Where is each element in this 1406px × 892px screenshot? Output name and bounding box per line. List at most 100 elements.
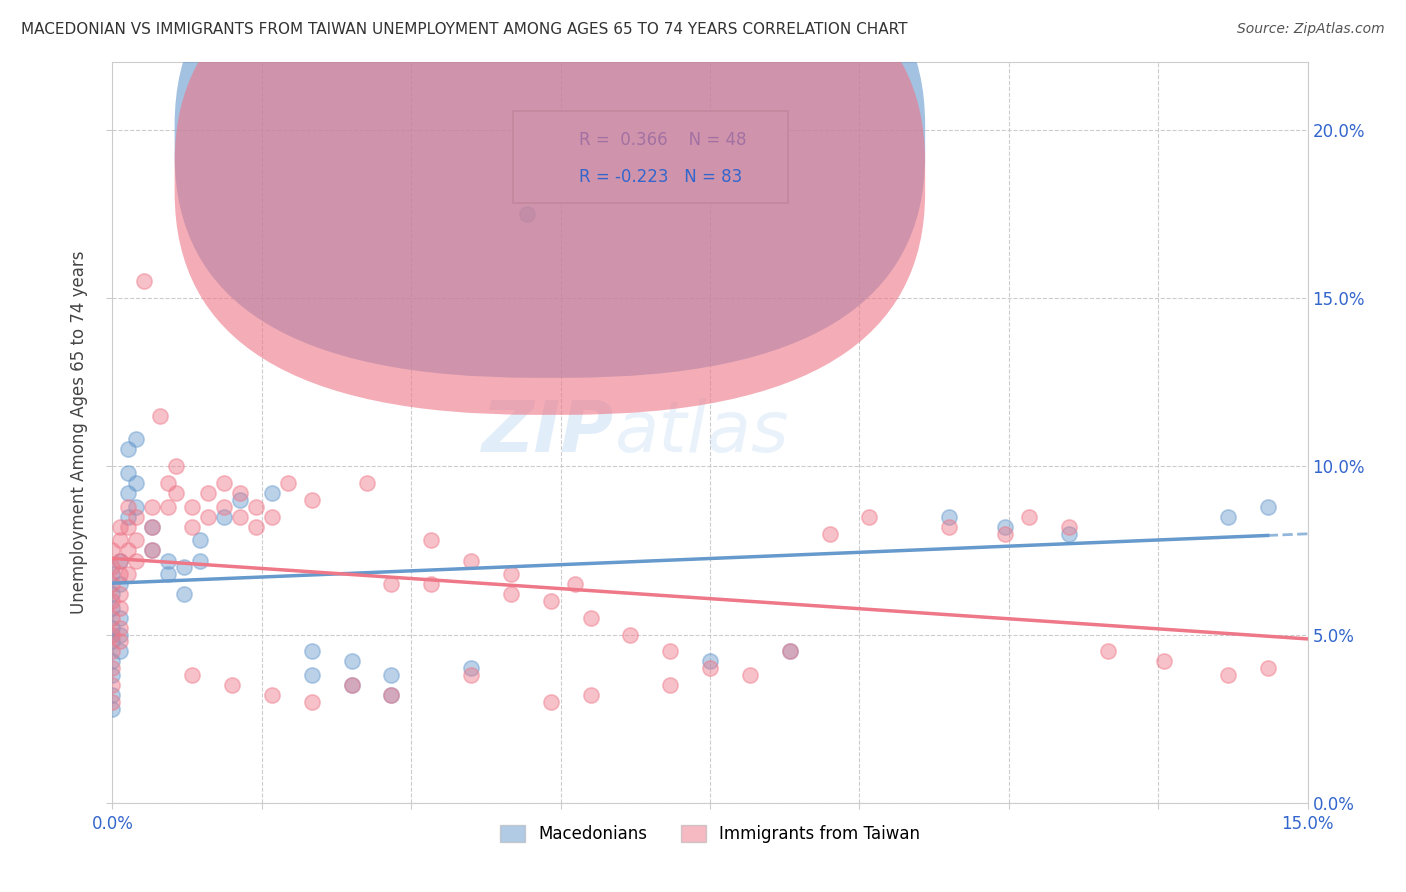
Point [619,627,641,641]
Point [1257,661,1279,675]
Point [125,533,148,548]
Point [101,678,124,692]
Point [779,644,801,658]
Point [356,476,378,491]
Point [117,442,139,457]
Point [1216,668,1239,682]
Y-axis label: Unemployment Among Ages 65 to 74 years: Unemployment Among Ages 65 to 74 years [70,251,89,615]
Point [157,476,180,491]
Text: R = -0.223   N = 83: R = -0.223 N = 83 [579,169,742,186]
Point [460,661,482,675]
Point [994,520,1017,534]
Point [165,459,187,474]
Point [245,500,267,514]
Point [165,486,187,500]
Point [141,500,163,514]
Point [110,587,132,601]
Point [1216,509,1239,524]
Point [101,587,124,601]
Point [141,543,163,558]
Point [157,500,180,514]
Point [188,533,211,548]
Point [125,500,148,514]
Point [229,492,252,507]
Text: atlas: atlas [614,398,789,467]
Point [818,526,841,541]
Point [1257,500,1279,514]
Point [499,587,522,601]
Point [125,509,148,524]
Point [260,509,283,524]
Point [229,509,252,524]
Point [1097,644,1119,658]
Point [221,678,243,692]
Point [340,655,363,669]
Text: ZIP: ZIP [482,398,614,467]
Point [212,476,235,491]
Point [181,668,204,682]
Point [101,560,124,574]
Point [157,553,180,567]
Point [1018,509,1040,524]
Text: MACEDONIAN VS IMMIGRANTS FROM TAIWAN UNEMPLOYMENT AMONG AGES 65 TO 74 YEARS CORR: MACEDONIAN VS IMMIGRANTS FROM TAIWAN UNE… [21,22,908,37]
Point [149,409,172,423]
Point [579,688,602,702]
Point [101,695,124,709]
Point [540,695,562,709]
Point [994,526,1017,541]
Point [699,655,721,669]
Point [110,566,132,581]
Point [380,577,402,591]
Point [101,594,124,608]
Point [110,577,132,591]
Point [110,627,132,641]
Point [245,520,267,534]
Point [659,644,682,658]
Legend: Macedonians, Immigrants from Taiwan: Macedonians, Immigrants from Taiwan [494,819,927,850]
Point [460,553,482,567]
Point [340,678,363,692]
Point [460,668,482,682]
Point [101,644,124,658]
Point [141,520,163,534]
Point [212,509,235,524]
FancyBboxPatch shape [513,111,787,203]
Point [117,566,139,581]
Point [117,520,139,534]
Point [699,661,721,675]
Point [277,476,299,491]
Point [110,553,132,567]
Point [117,543,139,558]
Point [141,543,163,558]
Point [110,644,132,658]
Point [540,594,562,608]
Point [101,701,124,715]
Point [659,678,682,692]
Point [301,492,323,507]
Point [110,600,132,615]
Point [173,560,195,574]
Point [579,610,602,624]
Point [1057,526,1080,541]
Point [110,533,132,548]
Point [110,621,132,635]
Point [101,688,124,702]
Point [101,661,124,675]
Point [197,486,219,500]
Point [779,644,801,658]
Text: R =  0.366    N = 48: R = 0.366 N = 48 [579,131,747,149]
Point [301,644,323,658]
Point [110,553,132,567]
Point [101,634,124,648]
Point [117,509,139,524]
Point [101,600,124,615]
Point [101,668,124,682]
FancyBboxPatch shape [174,0,925,415]
Point [938,509,960,524]
Point [1153,655,1175,669]
Point [101,610,124,624]
Point [516,207,538,221]
Point [188,553,211,567]
Point [212,500,235,514]
FancyBboxPatch shape [174,0,925,378]
